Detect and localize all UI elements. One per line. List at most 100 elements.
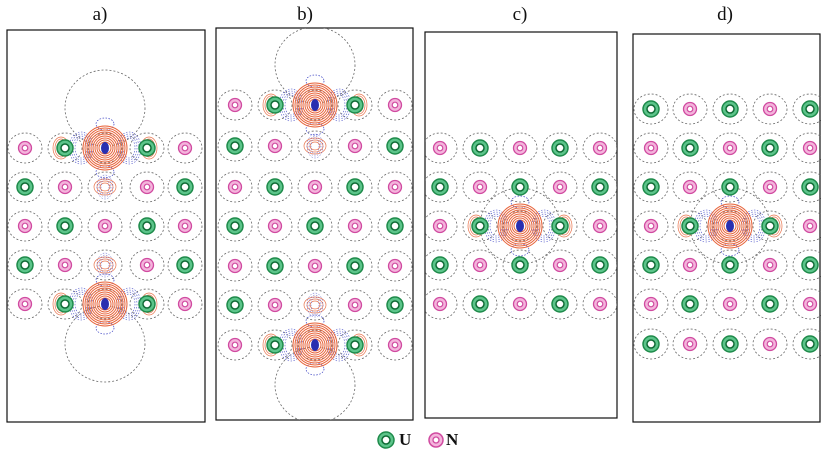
n-atom bbox=[687, 341, 693, 347]
legend-marker bbox=[382, 436, 390, 444]
u-atom bbox=[806, 183, 814, 191]
n-atom bbox=[437, 301, 443, 307]
u-atom bbox=[726, 105, 734, 113]
n-atom bbox=[807, 301, 813, 307]
n-atom bbox=[312, 184, 318, 190]
u-atom bbox=[596, 183, 604, 191]
n-atom bbox=[272, 302, 278, 308]
u-atom bbox=[143, 222, 151, 230]
u-atom bbox=[806, 340, 814, 348]
n-atom bbox=[144, 184, 150, 190]
n-atom bbox=[352, 143, 358, 149]
u-atom bbox=[726, 183, 734, 191]
panel-label: d) bbox=[717, 4, 733, 25]
n-atom bbox=[648, 223, 654, 229]
n-atom bbox=[767, 262, 773, 268]
u-atom bbox=[21, 261, 29, 269]
u-atom bbox=[766, 300, 774, 308]
u-atom bbox=[351, 183, 359, 191]
n-atom bbox=[557, 262, 563, 268]
n-atom bbox=[517, 301, 523, 307]
n-atom bbox=[62, 262, 68, 268]
n-atom bbox=[687, 106, 693, 112]
n-atom bbox=[232, 184, 238, 190]
n-atom bbox=[648, 145, 654, 151]
u-atom bbox=[476, 300, 484, 308]
legend-label: N bbox=[446, 430, 459, 449]
u-atom bbox=[556, 222, 564, 230]
n-atom bbox=[437, 223, 443, 229]
u-atom bbox=[516, 261, 524, 269]
n-atom bbox=[437, 145, 443, 151]
u-atom bbox=[271, 101, 279, 109]
u-atom bbox=[647, 105, 655, 113]
u-atom bbox=[231, 142, 239, 150]
u-atom bbox=[436, 183, 444, 191]
core bbox=[516, 220, 524, 232]
u-atom bbox=[181, 261, 189, 269]
u-atom bbox=[647, 261, 655, 269]
n-atom bbox=[392, 102, 398, 108]
n-atom bbox=[22, 223, 28, 229]
n-atom bbox=[272, 143, 278, 149]
n-atom bbox=[352, 302, 358, 308]
core bbox=[101, 298, 109, 310]
core bbox=[311, 99, 319, 111]
panel-label: a) bbox=[93, 4, 108, 25]
n-atom bbox=[182, 301, 188, 307]
u-atom bbox=[61, 222, 69, 230]
u-atom bbox=[143, 300, 151, 308]
u-atom bbox=[766, 144, 774, 152]
n-atom bbox=[648, 301, 654, 307]
u-atom bbox=[231, 222, 239, 230]
n-atom bbox=[767, 184, 773, 190]
u-atom bbox=[391, 142, 399, 150]
n-atom bbox=[597, 223, 603, 229]
n-atom bbox=[597, 145, 603, 151]
legend-marker bbox=[433, 437, 439, 443]
n-atom bbox=[517, 145, 523, 151]
n-atom bbox=[352, 223, 358, 229]
u-atom bbox=[271, 262, 279, 270]
u-atom bbox=[271, 183, 279, 191]
u-atom bbox=[271, 341, 279, 349]
n-atom bbox=[557, 184, 563, 190]
n-atom bbox=[392, 184, 398, 190]
figure: a) b) c) d) U N bbox=[0, 0, 821, 450]
legend: U N bbox=[378, 430, 459, 449]
u-atom bbox=[476, 222, 484, 230]
panel-label: c) bbox=[513, 4, 528, 25]
n-atom bbox=[312, 263, 318, 269]
n-atom bbox=[687, 262, 693, 268]
n-atom bbox=[392, 263, 398, 269]
u-atom bbox=[436, 261, 444, 269]
n-atom bbox=[477, 184, 483, 190]
u-atom bbox=[556, 300, 564, 308]
u-atom bbox=[181, 183, 189, 191]
n-atom bbox=[232, 102, 238, 108]
u-atom bbox=[516, 183, 524, 191]
u-atom bbox=[556, 144, 564, 152]
n-atom bbox=[807, 223, 813, 229]
u-atom bbox=[61, 144, 69, 152]
n-atom bbox=[22, 301, 28, 307]
u-atom bbox=[806, 261, 814, 269]
n-atom bbox=[727, 145, 733, 151]
panel-label: b) bbox=[297, 4, 313, 25]
n-atom bbox=[597, 301, 603, 307]
u-atom bbox=[351, 101, 359, 109]
n-atom bbox=[102, 223, 108, 229]
n-atom bbox=[477, 262, 483, 268]
core bbox=[311, 339, 319, 351]
u-atom bbox=[143, 144, 151, 152]
u-atom bbox=[726, 340, 734, 348]
u-atom bbox=[647, 183, 655, 191]
n-atom bbox=[62, 184, 68, 190]
u-atom bbox=[766, 222, 774, 230]
n-atom bbox=[232, 263, 238, 269]
u-atom bbox=[476, 144, 484, 152]
n-atom bbox=[182, 223, 188, 229]
u-atom bbox=[231, 301, 239, 309]
n-atom bbox=[727, 301, 733, 307]
n-atom bbox=[392, 342, 398, 348]
